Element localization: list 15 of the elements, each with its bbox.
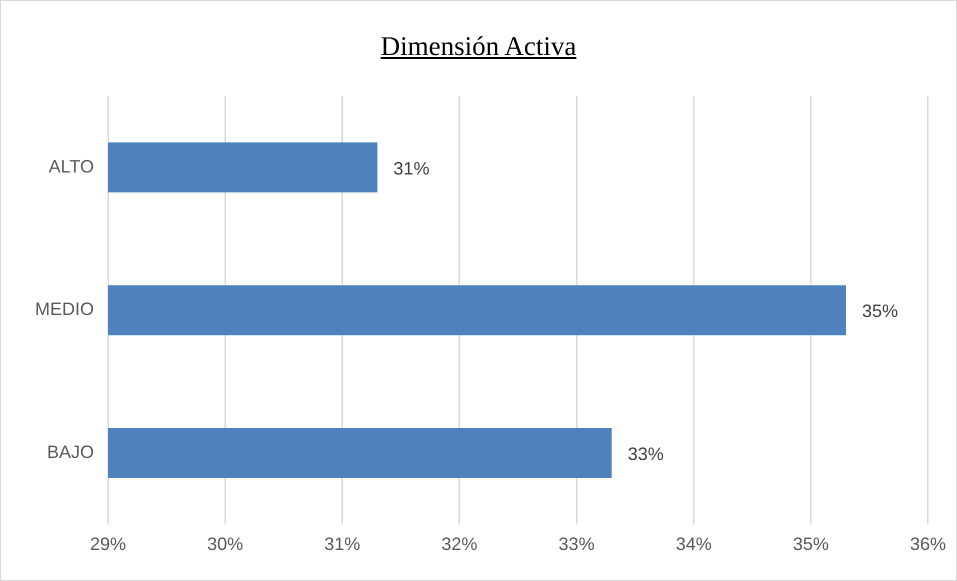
x-tick-label: 33% <box>558 534 595 554</box>
x-tick-label: 34% <box>676 534 712 554</box>
x-tick-label: 32% <box>441 534 478 554</box>
x-tick-label: 31% <box>324 534 360 554</box>
data-label: 33% <box>628 444 664 464</box>
y-tick-label: BAJO <box>46 442 94 462</box>
x-tick-label: 29% <box>90 534 126 554</box>
x-tick-label: 35% <box>792 534 829 554</box>
y-tick-label: ALTO <box>48 156 94 176</box>
y-tick-label: MEDIO <box>34 299 94 320</box>
data-label: 31% <box>393 158 430 178</box>
x-tick-label: 36% <box>910 534 946 554</box>
data-label: 35% <box>862 301 898 322</box>
chart-title: Dimensión Activa <box>380 31 578 62</box>
x-tick-label: 30% <box>207 534 244 554</box>
